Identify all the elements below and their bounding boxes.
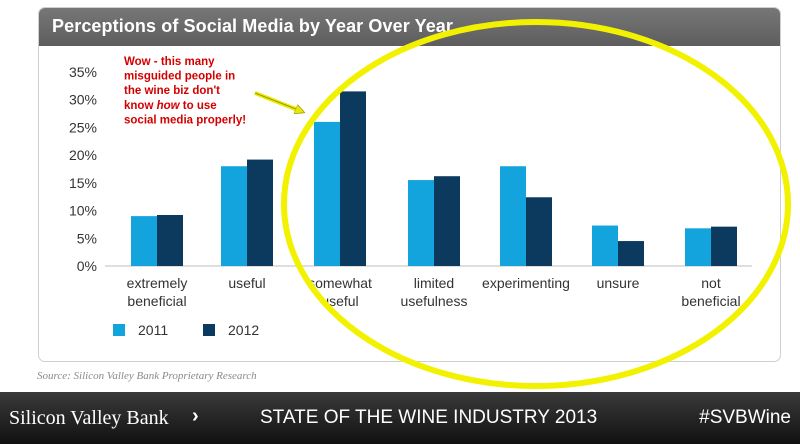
annotation-line: Wow - this many xyxy=(124,56,215,68)
bars xyxy=(131,91,737,267)
x-tick-label: somewhat useful xyxy=(308,275,372,309)
arrow-outline xyxy=(254,92,297,110)
y-tick-label: 30% xyxy=(69,92,97,108)
x-tick-label: experimenting xyxy=(482,275,570,291)
footer-title: STATE OF THE WINE INDUSTRY 2013 xyxy=(260,407,598,428)
chart-panel: Perceptions of Social Media by Year Over… xyxy=(38,7,781,362)
bar-2011 xyxy=(408,180,434,266)
bar-2011 xyxy=(221,166,247,266)
bar-2011 xyxy=(685,228,711,266)
annotation: Wow - this many misguided people in the wi… xyxy=(124,19,791,389)
y-tick-label: 5% xyxy=(77,230,97,246)
y-tick-label: 10% xyxy=(69,203,97,219)
x-tick-label: useful xyxy=(228,275,265,291)
footer-bar: Silicon Valley Bank › STATE OF THE WINE … xyxy=(0,392,800,444)
bar-2012 xyxy=(434,176,460,266)
bar-2011 xyxy=(314,121,340,266)
footer-brand-logo: Silicon Valley Bank xyxy=(9,407,169,429)
annotation-line: misguided people in xyxy=(124,71,235,83)
y-tick-label: 25% xyxy=(69,119,97,135)
bar-2012 xyxy=(247,159,273,266)
legend-swatch-2011 xyxy=(113,324,125,336)
bar-2012 xyxy=(618,241,644,266)
chart-title: Perceptions of Social Media by Year Over… xyxy=(52,16,454,36)
highlight-ellipse xyxy=(281,19,791,389)
legend-swatch-2012 xyxy=(203,324,215,336)
y-tick-label: 15% xyxy=(69,175,97,191)
annotation-line: know how to use xyxy=(124,100,217,112)
bar-2011 xyxy=(131,216,157,266)
x-tick-label: not beneficial xyxy=(681,275,740,309)
y-tick-label: 20% xyxy=(69,147,97,163)
x-tick-label: unsure xyxy=(597,275,640,291)
x-tick-label: limited usefulness xyxy=(401,275,468,309)
bar-2011 xyxy=(592,225,618,266)
annotation-line: social media properly! xyxy=(124,114,246,126)
legend: 2011 2012 xyxy=(113,322,259,338)
annotation-line: the wine biz don't xyxy=(124,85,220,97)
chevron-right-icon: › xyxy=(192,405,199,427)
legend-label-2011: 2011 xyxy=(138,322,168,338)
x-axis-labels: extremely beneficial useful somewhat useful l… xyxy=(127,275,741,309)
bar-2012 xyxy=(157,215,183,266)
bar-2012 xyxy=(526,197,552,266)
x-tick-label: extremely beneficial xyxy=(127,275,188,309)
footer-hashtag: #SVBWine xyxy=(699,407,791,428)
y-tick-label: 35% xyxy=(69,64,97,80)
chart-header: Perceptions of Social Media by Year Over… xyxy=(39,8,780,46)
bar-2012 xyxy=(340,91,366,267)
legend-label-2012: 2012 xyxy=(228,322,259,338)
y-tick-label: 0% xyxy=(77,258,97,274)
bar-2011 xyxy=(500,166,526,266)
source-note: Source: Silicon Valley Bank Proprietary … xyxy=(37,370,257,382)
bar-2012 xyxy=(711,226,737,266)
